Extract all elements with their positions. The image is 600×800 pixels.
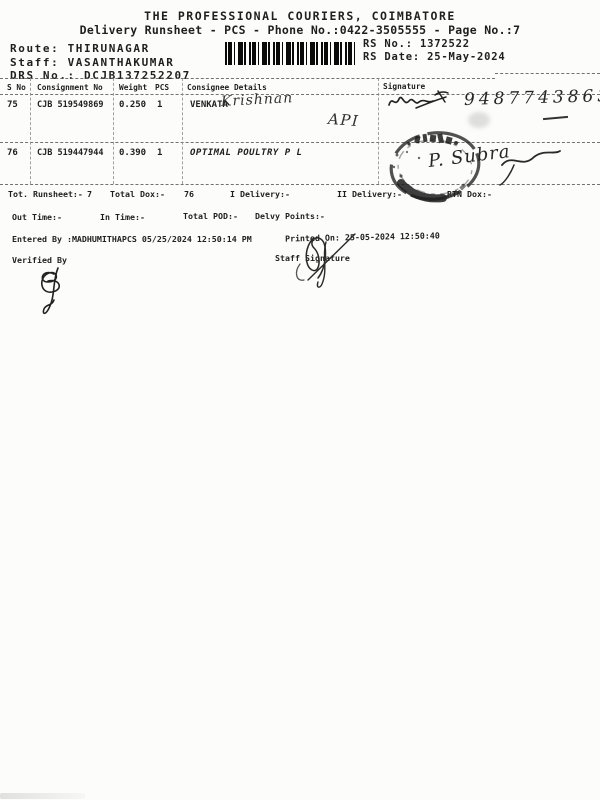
table-top-border bbox=[0, 78, 495, 79]
col-divider-sno bbox=[30, 78, 31, 184]
cell-weight: 0.390 bbox=[119, 148, 147, 158]
drs-line: DRS No.: DCJB137252207 bbox=[10, 69, 191, 82]
header-bottom-border bbox=[0, 94, 600, 95]
row75-bottom-border bbox=[0, 142, 600, 143]
staff-line: Staff: VASANTHAKUMAR bbox=[10, 56, 174, 69]
rs-no-value: 1372522 bbox=[419, 38, 470, 50]
phone-underline-mark bbox=[542, 115, 569, 121]
in-time-label: In Time:- bbox=[100, 212, 145, 222]
header-consignment: Consignment No bbox=[37, 83, 103, 92]
signature-flourish-icon bbox=[499, 150, 561, 186]
route-value: THIRUNAGAR bbox=[67, 42, 150, 55]
rs-no-label: RS No.: bbox=[363, 38, 413, 50]
entered-by-line: Entered By :MADHUMITHAPCS 05/25/2024 12:… bbox=[12, 234, 252, 244]
cell-consignment: CJB 519549869 bbox=[37, 100, 104, 110]
col-divider-consignment bbox=[113, 78, 114, 184]
cell-consignee: OPTIMAL POULTRY P L bbox=[190, 148, 303, 158]
rs-date-value: 25-May-2024 bbox=[427, 51, 506, 63]
header-consignee: Consignee Details bbox=[187, 83, 267, 92]
total-dox-value: 76 bbox=[184, 189, 194, 199]
page-subtitle: Delivery Runsheet - PCS - Phone No.:0422… bbox=[79, 23, 521, 37]
handwritten-phone-number: 9487743863 bbox=[463, 86, 600, 110]
staff-signature-icon bbox=[295, 233, 356, 288]
tot-runsheet-label: Tot. Runsheet:- bbox=[8, 189, 83, 199]
scan-artifact-smudge bbox=[0, 793, 85, 799]
route-line: Route: THIRUNAGAR bbox=[10, 42, 150, 55]
verified-by-signature-icon bbox=[41, 267, 60, 315]
signature-scribble-icon bbox=[388, 90, 449, 109]
header-s-no: S No bbox=[7, 83, 26, 92]
out-time-label: Out Time:- bbox=[12, 212, 62, 222]
col-divider-pcs bbox=[182, 78, 183, 184]
rs-date-label: RS Date: bbox=[363, 51, 420, 63]
i-delivery-label: I Delivery:- bbox=[230, 189, 290, 199]
delvy-points-label: Delvy Points:- bbox=[255, 211, 325, 221]
cell-consignee: VENKATA bbox=[190, 100, 228, 110]
table-top-border-skew bbox=[495, 73, 600, 74]
header-pcs: PCS bbox=[155, 83, 170, 92]
drs-label: DRS No.: bbox=[10, 69, 76, 82]
cell-pcs: 1 bbox=[157, 100, 163, 110]
staff-value: VASANTHAKUMAR bbox=[67, 56, 175, 69]
ii-delivery-label: II Delivery:- bbox=[337, 189, 402, 199]
header-signature: Signature bbox=[383, 82, 426, 91]
cell-consignment: CJB 519447944 bbox=[37, 148, 104, 158]
staff-label: Staff: bbox=[10, 56, 60, 69]
rs-date-line: RS Date: 25-May-2024 bbox=[363, 51, 505, 63]
total-dox-label: Total Dox:- bbox=[110, 189, 165, 199]
col-divider-signature bbox=[378, 78, 379, 184]
route-label: Route: bbox=[10, 42, 60, 55]
verified-by-label: Verified By bbox=[12, 255, 67, 265]
ink-stamp-icon bbox=[389, 131, 481, 203]
handwritten-consignee-name: Krishnan bbox=[220, 90, 294, 110]
total-pod-label: Total POD:- bbox=[183, 211, 238, 221]
handwritten-note: API bbox=[327, 109, 360, 131]
ink-smudge bbox=[468, 112, 490, 128]
cell-pcs: 1 bbox=[157, 148, 163, 158]
cell-s-no: 75 bbox=[7, 100, 18, 110]
rs-no-line: RS No.: 1372522 bbox=[363, 38, 470, 50]
rtn-dox-label: RTN Dox:- bbox=[447, 189, 492, 199]
page-title: THE PROFESSIONAL COURIERS, COIMBATORE bbox=[144, 9, 456, 23]
cell-weight: 0.250 bbox=[119, 100, 147, 110]
header-weight: Weight bbox=[119, 83, 148, 92]
tot-runsheet-value: 7 bbox=[87, 189, 92, 199]
drs-value: DCJB137252207 bbox=[84, 69, 191, 82]
row76-bottom-border bbox=[0, 184, 600, 185]
barcode-icon bbox=[225, 42, 357, 65]
staff-signature-label: Staff Signature bbox=[275, 253, 350, 263]
cell-s-no: 76 bbox=[7, 148, 18, 158]
